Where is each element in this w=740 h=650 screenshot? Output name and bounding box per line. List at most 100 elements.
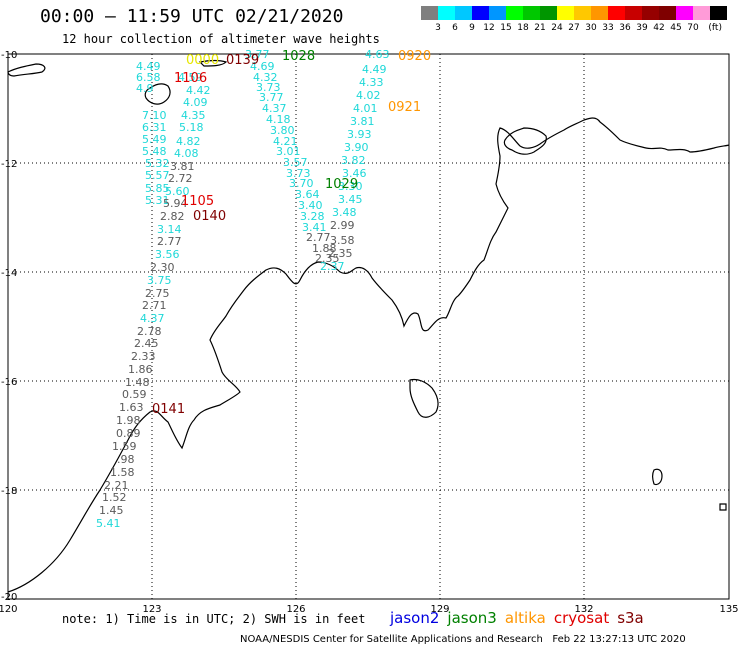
wave-height-label: 2.78	[137, 325, 162, 338]
wave-height-label: 3.81	[170, 160, 195, 173]
wave-height-label: 2.37	[320, 260, 345, 273]
wave-height-label: 4.09	[183, 96, 208, 109]
wave-height-label: 3.80	[270, 124, 295, 137]
wave-height-label: 2.21	[104, 479, 129, 492]
scale-swatch	[710, 6, 727, 20]
scale-swatch	[676, 6, 693, 20]
satellite-legend: jason2 jason3 altika cryosat s3a	[390, 609, 652, 627]
wave-height-label: 5.18	[179, 121, 204, 134]
satellite-legend-jason3: jason3	[447, 609, 497, 627]
wave-height-label: 3.45	[338, 193, 363, 206]
wave-height-label: 4.69	[250, 60, 275, 73]
wave-height-label: 5.41	[96, 517, 121, 530]
wave-height-label: 3.28	[300, 210, 325, 223]
scale-swatch	[557, 6, 574, 20]
wave-height-label: 4.01	[353, 102, 378, 115]
scale-label: 6	[452, 23, 458, 33]
wave-height-label: 3.82	[341, 154, 366, 167]
wave-height-label: 3.01	[276, 145, 301, 158]
wave-height-label: 0.89	[116, 427, 141, 440]
wave-height-label: 2.72	[168, 172, 193, 185]
scale-label: 42	[653, 23, 665, 33]
wave-height-label: 5.85	[145, 182, 170, 195]
pass-time-label: 1105	[181, 194, 214, 209]
wave-height-label: 4.49	[136, 60, 161, 73]
wave-height-label: 2.45	[134, 337, 159, 350]
wave-height-label: 1.48	[125, 376, 150, 389]
wave-height-label: 2.75	[145, 287, 170, 300]
map-title: 00:00 – 11:59 UTC 02/21/2020	[40, 6, 344, 27]
scale-swatch	[642, 6, 659, 20]
wave-height-label: 2.77	[157, 235, 182, 248]
wave-height-label: 6.58	[136, 71, 161, 84]
wave-height-label: 3.73	[286, 167, 311, 180]
wave-height-label: 4.33	[359, 76, 384, 89]
wave-height-label: 3.81	[350, 115, 375, 128]
wave-height-label: 4.49	[362, 63, 387, 76]
wave-height-label: 3.70	[289, 177, 314, 190]
wave-height-label: 1.86	[128, 363, 153, 376]
scale-swatch	[438, 6, 455, 20]
wave-height-label: 5.48	[142, 145, 167, 158]
wave-height-label: 4.32	[253, 71, 278, 84]
wave-height-label: 3.56	[155, 248, 180, 261]
wave-height-label: 3.57	[283, 156, 308, 169]
scale-swatch	[591, 6, 608, 20]
wave-height-label: 4.21	[273, 135, 298, 148]
wave-height-label: 2.82	[160, 210, 185, 223]
footer-note: note: 1) Time is in UTC; 2) SWH is in fe…	[62, 612, 366, 626]
lat-tick-label: -12	[1, 159, 17, 170]
scale-swatch	[506, 6, 523, 20]
pass-time-label: 1106	[174, 71, 207, 86]
wave-height-label: 3.64	[295, 188, 320, 201]
wave-height-label: 2.71	[142, 299, 167, 312]
wave-height-labels: 4.496.584.97.106.315.495.485.322.725.575…	[96, 48, 431, 530]
wave-height-label: 3.77	[245, 48, 270, 61]
pass-time-label: 1028	[282, 49, 315, 64]
wave-height-label: 2.30	[150, 261, 175, 274]
scale-swatch	[608, 6, 625, 20]
pass-time-label: 0140	[193, 209, 226, 224]
wave-height-label: 5.32	[145, 157, 170, 170]
scale-swatch	[625, 6, 642, 20]
pass-time-label: 0921	[388, 100, 421, 115]
wave-height-label: 1.63	[119, 401, 144, 414]
wave-height-label: 1.45	[99, 504, 124, 517]
scale-label: 33	[602, 23, 614, 33]
wave-height-label: 4.59	[178, 71, 203, 84]
lat-tick-label: -18	[1, 486, 17, 497]
wave-height-label: 3.77	[259, 91, 284, 104]
scale-swatch	[523, 6, 540, 20]
pass-time-label: 0139	[226, 53, 259, 68]
wave-height-label: 3.75	[147, 274, 172, 287]
lon-tick-label: 126	[286, 604, 305, 615]
wave-height-label: 4.18	[266, 113, 291, 126]
pass-time-label: 0920	[398, 49, 431, 64]
wave-height-label: 4.35	[181, 109, 206, 122]
wave-height-label: 4.9	[136, 82, 154, 95]
wave-height-label: 5.94	[163, 197, 188, 210]
satellite-legend-cryosat: cryosat	[553, 609, 610, 627]
wave-height-label: 2.33	[131, 350, 156, 363]
satellite-legend-altika: altika	[504, 609, 546, 627]
scale-label: 39	[636, 23, 648, 33]
wave-height-label: 3.41	[302, 221, 327, 234]
wave-height-label: 3.90	[344, 141, 369, 154]
gridlines	[8, 54, 729, 599]
scale-swatch	[489, 6, 506, 20]
scale-swatch	[472, 6, 489, 20]
scale-label: 12	[483, 23, 495, 33]
lon-tick-label: 123	[142, 604, 161, 615]
wave-height-label: 4.02	[356, 89, 381, 102]
scale-label: 15	[500, 23, 512, 33]
wave-height-label: 5.49	[142, 133, 167, 146]
wave-height-label: 2.35	[328, 247, 353, 260]
wave-height-label: 3.73	[256, 81, 281, 94]
wave-height-label: 6.31	[142, 121, 167, 134]
scale-swatch	[421, 6, 438, 20]
lon-tick-label: 135	[719, 604, 738, 615]
wave-height-label: 4.63	[365, 48, 390, 61]
wave-height-label: 4.42	[186, 84, 211, 97]
wave-height-label: 1.59	[112, 440, 137, 453]
scale-label: 21	[534, 23, 546, 33]
